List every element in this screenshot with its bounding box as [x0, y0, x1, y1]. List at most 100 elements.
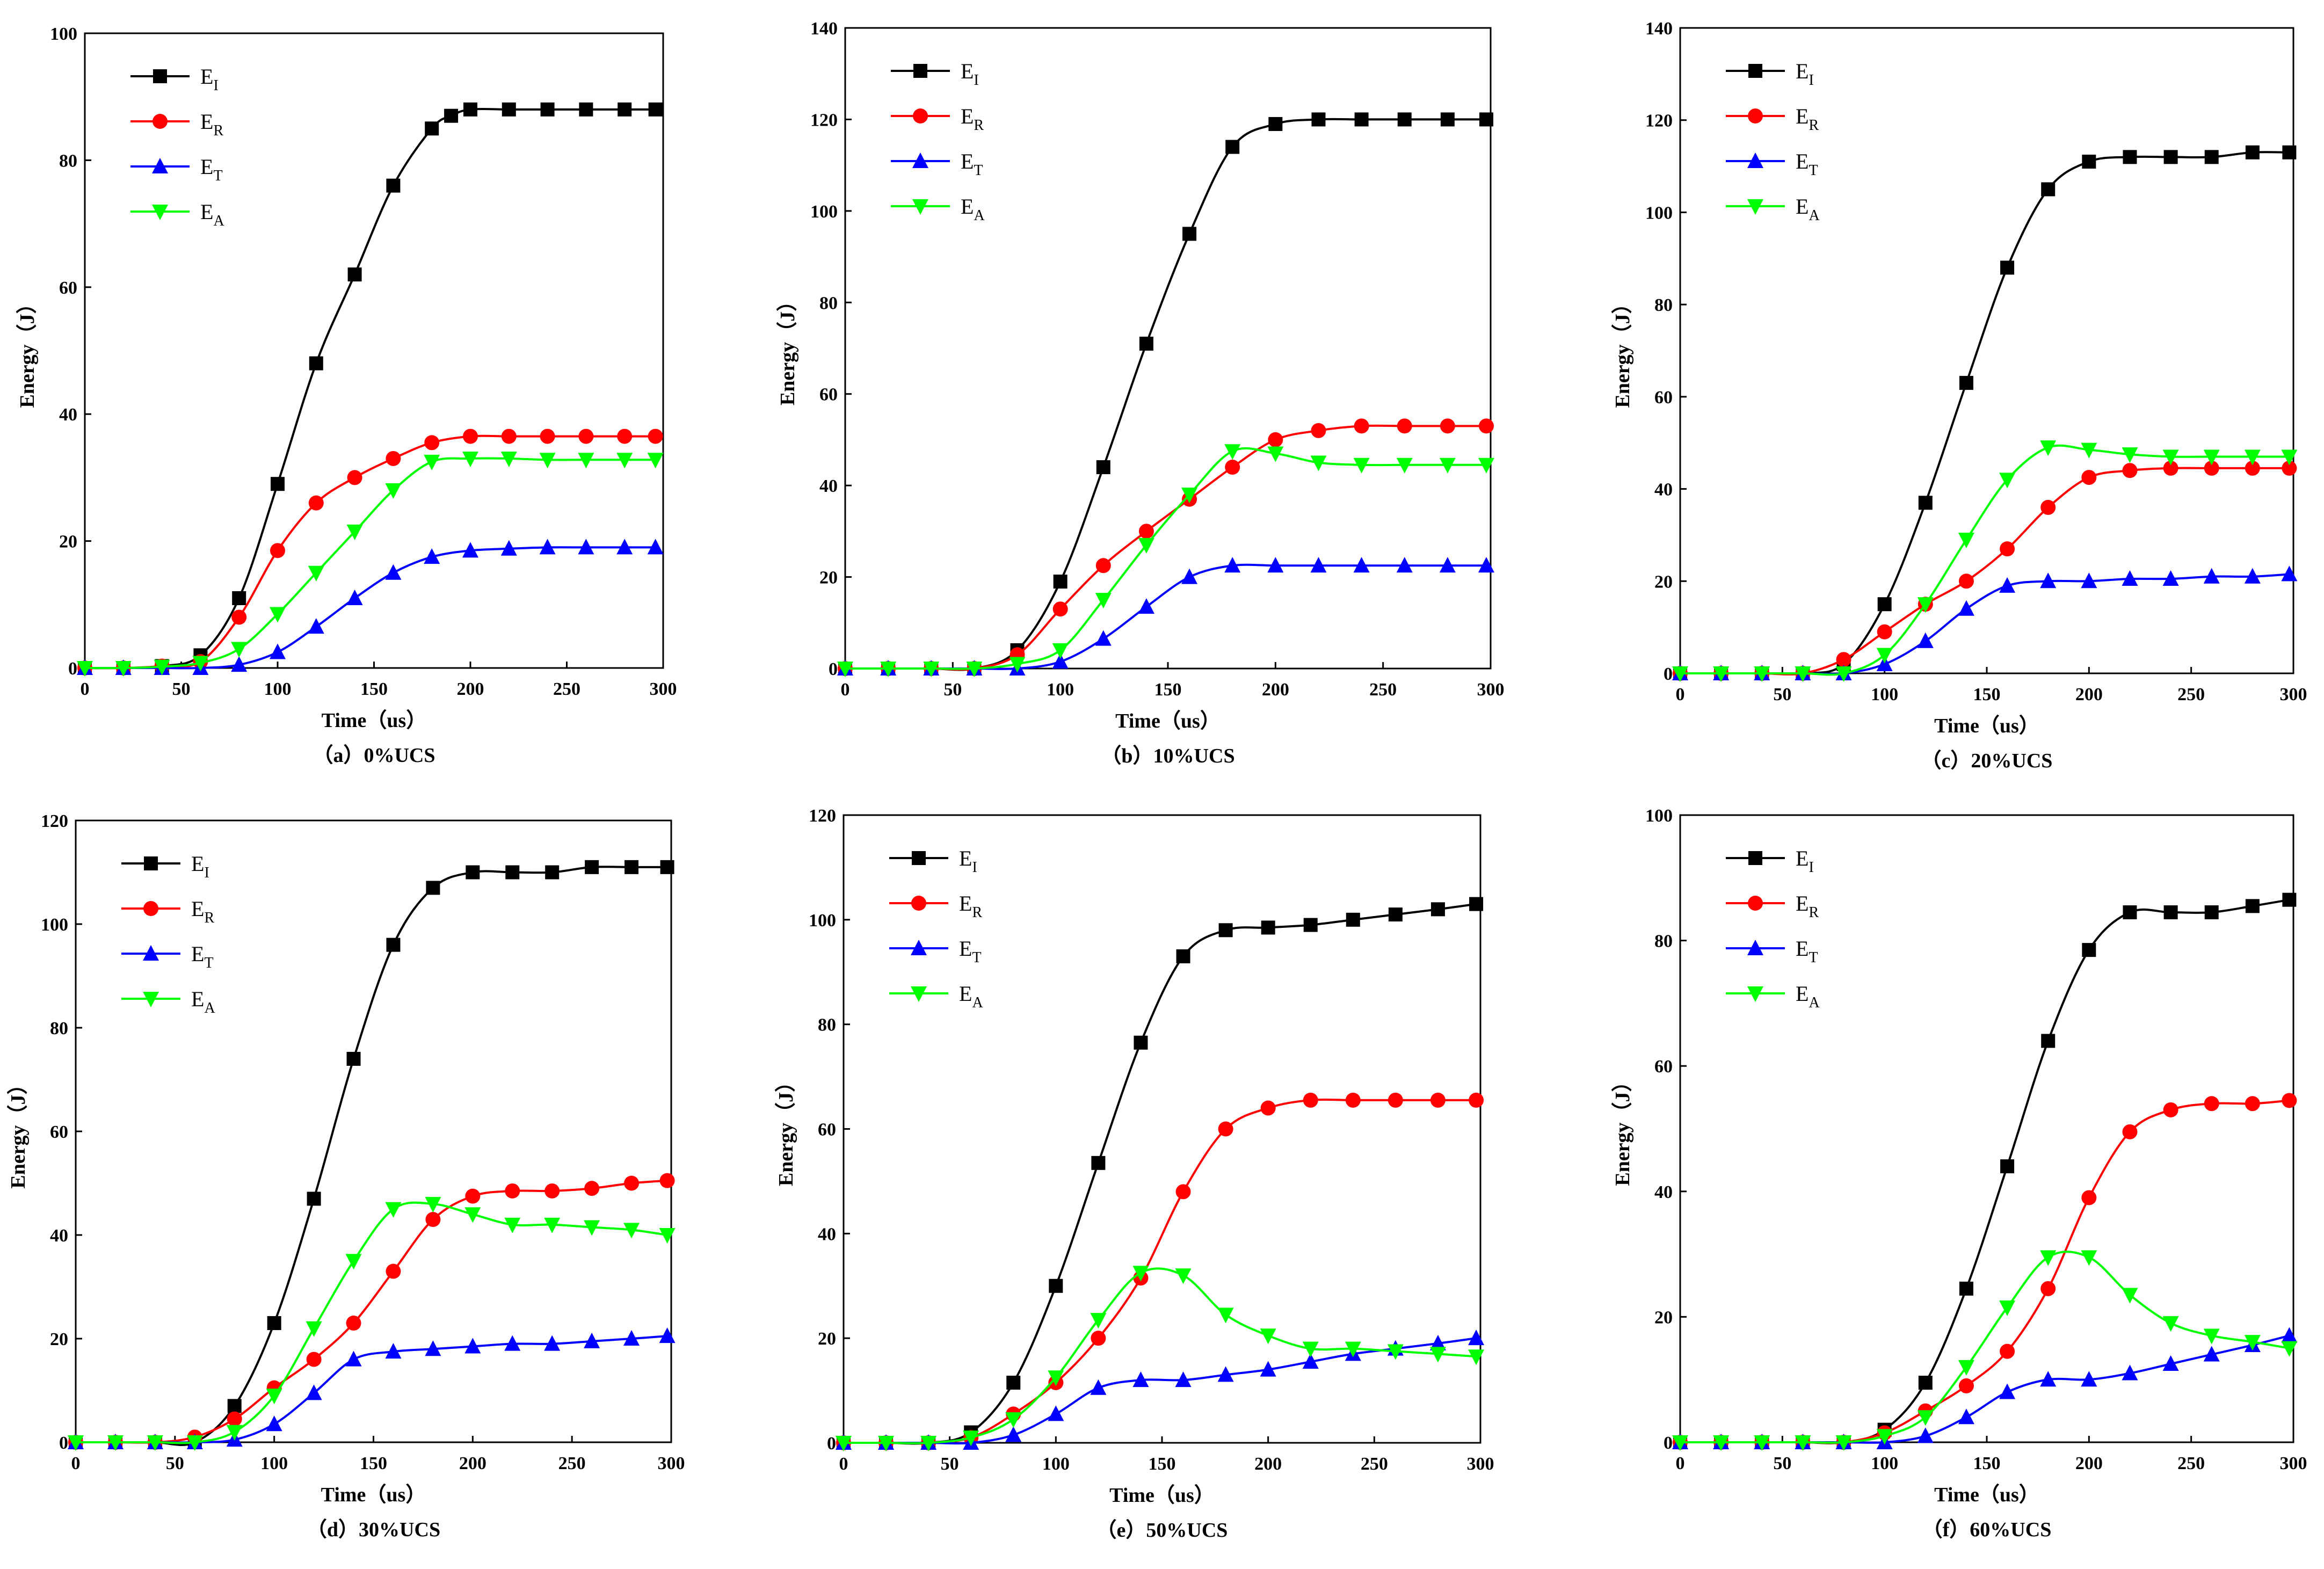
data-point-E_T — [1999, 1383, 2016, 1399]
data-point-E_T — [306, 1384, 322, 1400]
data-point-E_R — [463, 428, 478, 444]
data-point-E_R — [1052, 601, 1068, 617]
data-point-E_A — [1052, 643, 1069, 659]
y-tick-label: 120 — [809, 806, 836, 826]
data-point-E_I — [347, 267, 362, 282]
legend-marker — [152, 158, 168, 173]
chart-panel-3: 0 50 100 150 200 250 300 0 20 40 60 80 100 120 140 Time… — [1611, 19, 2307, 772]
legend-entry-E_T: ET — [200, 155, 223, 184]
data-point-E_A — [1917, 1410, 1934, 1426]
data-point-E_T — [1267, 557, 1284, 573]
data-point-E_A — [1345, 1341, 1361, 1357]
data-point-E_T — [1958, 600, 1974, 616]
chart-caption: （e）50%UCS — [1096, 1519, 1228, 1542]
data-point-E_T — [1302, 1353, 1319, 1369]
data-point-E_I — [1006, 1375, 1021, 1390]
data-point-E_T — [504, 1335, 521, 1351]
data-point-E_R — [1440, 418, 1455, 434]
data-point-E_T — [2244, 568, 2261, 584]
data-point-E_I — [1139, 336, 1153, 351]
data-point-E_A — [1672, 666, 1688, 682]
data-point-E_T — [345, 1350, 362, 1367]
data-point-E_R — [2000, 1343, 2015, 1359]
data-point-E_T — [578, 539, 594, 555]
y-tick-label: 100 — [41, 915, 68, 935]
data-point-E_R — [544, 1183, 560, 1198]
x-tick-label: 150 — [1973, 1454, 2001, 1473]
data-point-E_A — [77, 661, 93, 677]
x-tick-label: 250 — [2177, 1454, 2205, 1473]
legend-entry-E_R: ER — [959, 891, 982, 921]
y-tick-label: 100 — [810, 202, 838, 222]
data-point-E_A — [306, 1321, 322, 1337]
y-tick-label: 40 — [1654, 480, 1673, 500]
legend-marker — [143, 992, 159, 1007]
data-point-E_A — [1095, 593, 1112, 609]
legend-marker — [152, 205, 168, 220]
data-point-E_A — [2203, 1328, 2220, 1345]
legend-marker — [911, 940, 927, 955]
legend-marker — [143, 901, 158, 916]
series-line-E_T — [85, 546, 656, 670]
plot-frame — [844, 27, 1492, 670]
data-point-E_A — [1468, 1349, 1485, 1365]
data-point-E_I — [1354, 112, 1369, 127]
data-point-E_R — [1225, 460, 1240, 475]
y-tick-label: 0 — [829, 659, 838, 679]
x-tick-label: 200 — [1262, 680, 1289, 700]
data-point-E_T — [425, 1340, 441, 1356]
series-line-E_R — [84, 434, 656, 670]
data-point-E_I — [2163, 905, 2178, 920]
data-point-E_T — [2281, 1327, 2298, 1343]
y-tick-label: 80 — [1654, 295, 1673, 315]
data-point-E_R — [1388, 1092, 1403, 1108]
data-point-E_A — [115, 661, 132, 677]
data-point-E_I — [2000, 1159, 2015, 1174]
x-tick-label: 300 — [2280, 685, 2307, 704]
data-point-E_T — [1999, 577, 2016, 593]
legend-marker — [911, 896, 926, 911]
data-point-E_A — [2162, 1316, 2179, 1332]
data-point-E_A — [2081, 442, 2097, 459]
data-point-E_R — [2282, 460, 2297, 476]
data-point-E_I — [1225, 140, 1240, 154]
data-point-E_I — [624, 860, 639, 874]
x-tick-label: 300 — [658, 1454, 685, 1473]
legend-entry-E_I: EI — [959, 846, 977, 876]
legend-marker — [1747, 940, 1763, 955]
data-point-E_T — [1132, 1371, 1149, 1388]
x-tick-label: 200 — [2075, 1454, 2103, 1473]
legend-marker — [911, 986, 927, 1002]
x-axis-title: Time（us） — [321, 1484, 426, 1506]
y-axis-title: Energy（J） — [1611, 1071, 1634, 1186]
data-point-E_T — [2081, 1371, 2097, 1387]
data-point-E_I — [271, 477, 285, 491]
data-point-E_R — [2122, 1124, 2138, 1139]
chart-caption: （b）10%UCS — [1101, 745, 1234, 767]
data-point-E_T — [1468, 1330, 1485, 1346]
data-point-E_I — [1218, 923, 1233, 938]
x-tick-label: 0 — [839, 1454, 848, 1474]
data-point-E_T — [385, 1343, 402, 1359]
data-point-E_A — [154, 659, 170, 675]
data-point-E_T — [266, 1415, 282, 1432]
data-point-E_A — [1958, 1360, 1974, 1376]
data-point-E_A — [616, 453, 633, 469]
data-point-E_R — [1260, 1100, 1276, 1116]
x-axis-title: Time（us） — [1934, 715, 2039, 737]
data-point-E_A — [385, 1202, 402, 1218]
data-point-E_R — [386, 451, 401, 466]
x-tick-label: 50 — [943, 680, 962, 700]
data-point-E_I — [1918, 496, 1933, 510]
x-tick-label: 0 — [1676, 685, 1685, 704]
data-point-E_I — [585, 860, 599, 874]
legend-entry-E_R: ER — [1796, 891, 1819, 921]
data-point-E_I — [2082, 154, 2096, 169]
legend-entry-E_A: EA — [1796, 982, 1820, 1011]
data-point-E_T — [584, 1332, 600, 1348]
series-line-E_A — [845, 447, 1486, 670]
data-point-E_A — [2040, 1250, 2057, 1266]
legend-marker — [912, 851, 926, 865]
y-tick-label: 40 — [1654, 1182, 1673, 1202]
data-point-E_I — [2245, 145, 2260, 159]
